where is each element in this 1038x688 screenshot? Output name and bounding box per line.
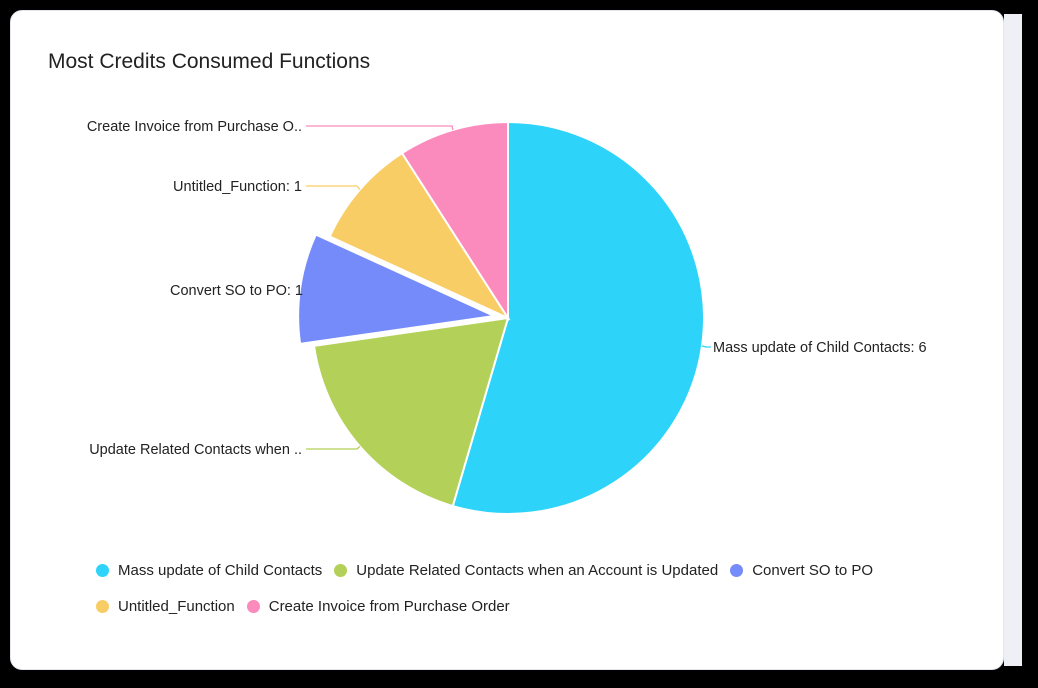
legend-swatch (246, 599, 260, 613)
legend-swatch (730, 563, 744, 577)
slice-data-label: Mass update of Child Contacts: 6 (713, 340, 927, 356)
card-edge (1004, 14, 1022, 666)
leader-line (306, 445, 361, 450)
legend-label: Convert SO to PO (752, 561, 874, 579)
slice-data-label: Convert SO to PO: 1 (170, 283, 303, 299)
slice-data-label: Update Related Contacts when .. (89, 442, 302, 458)
pie-slice[interactable] (451, 120, 705, 515)
slice-data-label: Untitled_Function: 1 (173, 179, 302, 195)
leader-line (306, 185, 361, 191)
legend-item[interactable]: Convert SO to PO (730, 561, 874, 579)
legend-item[interactable]: Create Invoice from Purchase Order (246, 597, 510, 615)
leader-line (701, 345, 711, 348)
legend-label: Update Related Contacts when an Account … (356, 561, 719, 579)
legend-item[interactable]: Update Related Contacts when an Account … (334, 561, 719, 579)
legend-label: Untitled_Function (118, 597, 235, 615)
chart-legend: Mass update of Child Contacts Update Rela… (96, 561, 976, 615)
pie-slice[interactable] (297, 233, 498, 346)
legend-label: Mass update of Child Contacts (118, 561, 323, 579)
chart-title: Most Credits Consumed Functions (48, 50, 371, 73)
legend-swatch (96, 599, 109, 613)
legend-item[interactable]: Mass update of Child Contacts (96, 561, 323, 579)
legend-label: Create Invoice from Purchase Order (268, 597, 510, 615)
slice-data-label: Create Invoice from Purchase O.. (87, 119, 302, 135)
legend-swatch (334, 563, 348, 577)
legend-swatch (96, 563, 109, 577)
leader-line (306, 125, 454, 131)
legend-item[interactable]: Untitled_Function (96, 597, 235, 615)
